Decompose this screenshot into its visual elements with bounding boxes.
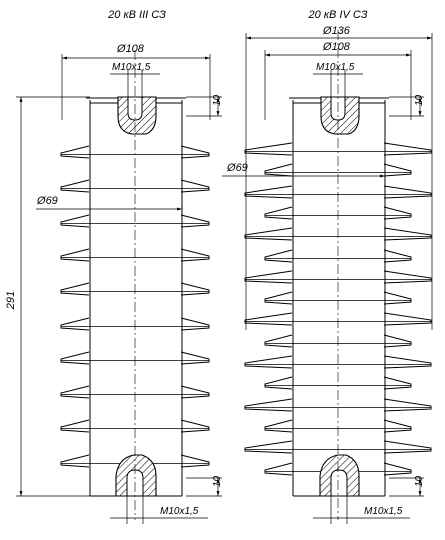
insulator-left: 20 кВ III СЗ Ø108 M10x1,5 10 (5, 9, 223, 524)
dia108-right: Ø108 (322, 41, 351, 53)
thread-top-right: M10x1,5 (316, 62, 355, 73)
height-291: 291 (5, 291, 17, 310)
insulator-right: 20 кВ IV СЗ Ø136 Ø108 M10x1,5 (222, 9, 433, 524)
dia136-right: Ø136 (322, 25, 351, 37)
h10-top-left: 10 (212, 94, 223, 106)
h10-top-right: 10 (414, 94, 425, 106)
dia69-right: Ø69 (226, 162, 248, 174)
h10-bottom-right: 10 (414, 475, 425, 487)
sheds-right (244, 142, 432, 476)
thread-top-left: M10x1,5 (112, 62, 151, 73)
title-right: 20 кВ IV СЗ (308, 9, 368, 21)
dia69-left: Ø69 (36, 195, 58, 207)
h10-bottom-left: 10 (212, 475, 223, 487)
thread-bottom-left: M10x1,5 (160, 506, 199, 517)
dia108-left: Ø108 (116, 43, 145, 55)
thread-bottom-right: M10x1,5 (364, 506, 403, 517)
title-left: 20 кВ III СЗ (107, 9, 166, 21)
